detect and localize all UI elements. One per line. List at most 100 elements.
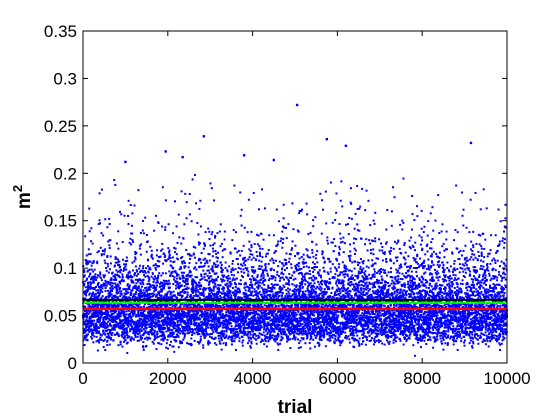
data-point: [87, 333, 90, 336]
data-point: [229, 285, 232, 288]
data-point: [163, 327, 166, 330]
data-point: [225, 334, 228, 337]
data-point: [228, 304, 231, 307]
data-point: [177, 310, 180, 313]
data-point: [85, 263, 88, 266]
data-point: [287, 329, 290, 332]
data-point: [246, 342, 249, 345]
data-point: [186, 279, 189, 282]
data-point: [293, 336, 296, 339]
data-point: [219, 313, 222, 316]
data-point: [217, 283, 220, 286]
data-point: [181, 256, 184, 259]
data-point: [230, 343, 233, 346]
data-point: [155, 289, 158, 292]
data-point: [239, 283, 242, 286]
data-point: [238, 330, 241, 333]
data-point: [173, 324, 176, 327]
data-point: [92, 270, 95, 273]
data-point: [211, 324, 214, 327]
data-point: [174, 327, 177, 330]
data-point: [249, 336, 252, 339]
data-point: [94, 303, 97, 306]
data-point: [162, 324, 165, 327]
data-point: [207, 314, 210, 317]
data-point: [282, 238, 285, 241]
data-point: [268, 323, 271, 326]
data-point: [136, 335, 139, 338]
data-point: [280, 333, 283, 336]
data-point: [87, 312, 90, 315]
data-point: [286, 294, 289, 297]
data-point: [209, 313, 212, 316]
data-point: [143, 331, 146, 334]
data-point: [207, 303, 210, 306]
data-point: [167, 247, 170, 250]
data-point: [250, 327, 253, 330]
data-point: [231, 304, 234, 307]
data-point: [183, 281, 186, 284]
data-point: [117, 305, 120, 308]
data-point: [224, 343, 227, 346]
data-point: [102, 329, 105, 332]
data-point: [219, 311, 222, 314]
data-point: [83, 344, 86, 347]
data-point: [195, 317, 198, 320]
data-point: [255, 342, 258, 345]
data-point: [157, 317, 160, 320]
data-point: [112, 282, 115, 285]
data-point: [264, 338, 266, 341]
data-point: [231, 337, 234, 340]
data-point: [217, 337, 220, 340]
data-point: [115, 290, 118, 293]
data-point: [223, 274, 226, 277]
data-point: [291, 247, 294, 250]
data-point: [207, 333, 210, 336]
data-point: [109, 319, 112, 322]
data-point: [178, 324, 181, 327]
data-point: [146, 297, 149, 300]
data-point: [252, 266, 255, 269]
data-point: [270, 290, 273, 293]
data-point: [122, 279, 125, 282]
data-point: [228, 292, 231, 295]
data-point: [159, 328, 162, 331]
data-point: [126, 305, 129, 308]
data-point: [129, 338, 132, 341]
data-point: [248, 294, 251, 297]
data-point: [212, 289, 215, 292]
data-point: [252, 314, 255, 317]
data-point: [244, 332, 247, 335]
data-point: [136, 270, 139, 273]
data-point: [231, 260, 234, 263]
data-point: [182, 271, 185, 274]
data-point: [221, 312, 224, 315]
data-point: [109, 255, 112, 258]
data-point: [267, 284, 270, 287]
data-point: [117, 258, 120, 261]
data-point: [223, 292, 226, 295]
data-point: [105, 313, 108, 316]
data-point: [97, 316, 100, 319]
data-point: [262, 311, 265, 314]
data-point: [284, 324, 287, 327]
data-point: [195, 313, 198, 316]
data-point: [157, 311, 160, 314]
data-point: [120, 309, 123, 312]
data-point: [215, 252, 218, 255]
data-point: [129, 323, 132, 326]
data-point: [159, 281, 162, 284]
data-point: [102, 316, 105, 319]
data-point: [163, 334, 166, 337]
data-point: [107, 289, 110, 292]
data-point: [140, 329, 143, 332]
data-point: [171, 305, 174, 308]
data-point: [266, 272, 269, 275]
data-point: [242, 339, 245, 342]
data-point: [241, 275, 244, 278]
data-point: [124, 327, 127, 330]
data-point: [150, 309, 153, 312]
data-point: [197, 233, 200, 236]
data-point: [231, 314, 234, 317]
data-point: [243, 317, 246, 320]
